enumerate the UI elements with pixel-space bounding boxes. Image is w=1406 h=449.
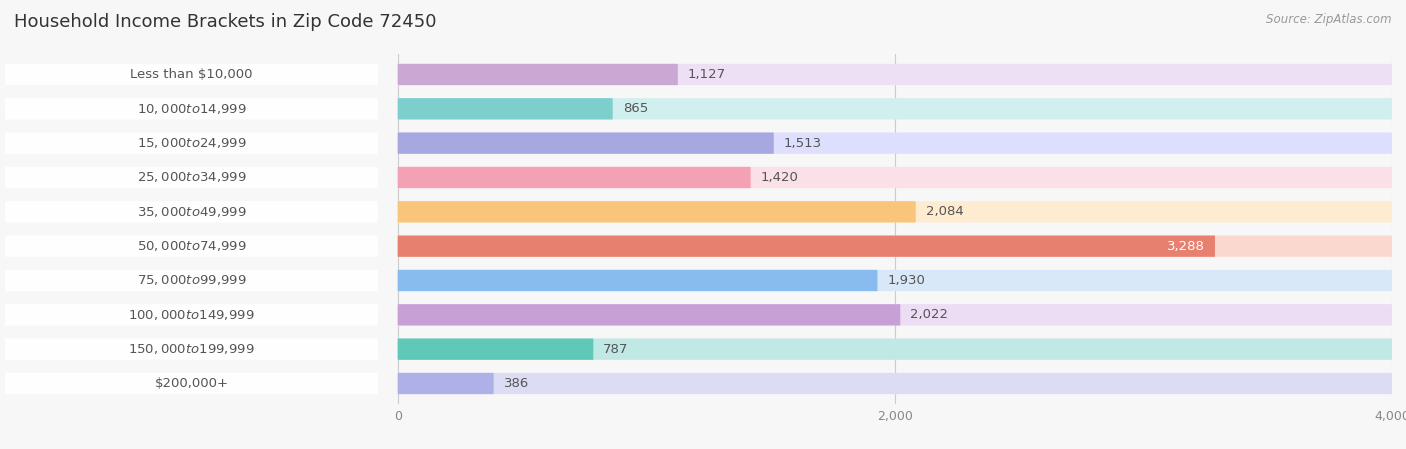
FancyBboxPatch shape: [398, 270, 877, 291]
FancyBboxPatch shape: [398, 339, 593, 360]
FancyBboxPatch shape: [6, 167, 378, 188]
FancyBboxPatch shape: [6, 373, 378, 394]
FancyBboxPatch shape: [6, 339, 378, 360]
Text: $35,000 to $49,999: $35,000 to $49,999: [136, 205, 246, 219]
FancyBboxPatch shape: [398, 373, 494, 394]
FancyBboxPatch shape: [398, 132, 1392, 154]
Text: Household Income Brackets in Zip Code 72450: Household Income Brackets in Zip Code 72…: [14, 13, 436, 31]
FancyBboxPatch shape: [398, 304, 1392, 326]
Text: 386: 386: [503, 377, 529, 390]
FancyBboxPatch shape: [6, 132, 378, 154]
FancyBboxPatch shape: [398, 64, 1392, 85]
FancyBboxPatch shape: [398, 201, 1392, 222]
FancyBboxPatch shape: [6, 304, 378, 326]
Text: 1,930: 1,930: [887, 274, 925, 287]
FancyBboxPatch shape: [398, 304, 900, 326]
FancyBboxPatch shape: [398, 167, 1392, 188]
FancyBboxPatch shape: [398, 132, 773, 154]
FancyBboxPatch shape: [6, 270, 378, 291]
Text: 1,513: 1,513: [783, 136, 823, 150]
Text: 2,022: 2,022: [910, 308, 948, 321]
FancyBboxPatch shape: [398, 98, 613, 119]
FancyBboxPatch shape: [398, 236, 1392, 257]
Text: $200,000+: $200,000+: [155, 377, 228, 390]
Text: 865: 865: [623, 102, 648, 115]
FancyBboxPatch shape: [6, 236, 378, 257]
FancyBboxPatch shape: [398, 270, 1392, 291]
Text: $15,000 to $24,999: $15,000 to $24,999: [136, 136, 246, 150]
Text: $100,000 to $149,999: $100,000 to $149,999: [128, 308, 254, 322]
FancyBboxPatch shape: [398, 339, 1392, 360]
Text: $10,000 to $14,999: $10,000 to $14,999: [136, 102, 246, 116]
Text: Less than $10,000: Less than $10,000: [131, 68, 253, 81]
Text: Source: ZipAtlas.com: Source: ZipAtlas.com: [1267, 13, 1392, 26]
FancyBboxPatch shape: [398, 64, 678, 85]
FancyBboxPatch shape: [398, 98, 1392, 119]
Text: $25,000 to $34,999: $25,000 to $34,999: [136, 171, 246, 185]
Text: 787: 787: [603, 343, 628, 356]
FancyBboxPatch shape: [6, 64, 378, 85]
FancyBboxPatch shape: [6, 201, 378, 222]
Text: 1,420: 1,420: [761, 171, 799, 184]
FancyBboxPatch shape: [398, 167, 751, 188]
Text: $150,000 to $199,999: $150,000 to $199,999: [128, 342, 254, 356]
Text: 3,288: 3,288: [1167, 240, 1205, 253]
FancyBboxPatch shape: [398, 236, 1215, 257]
FancyBboxPatch shape: [398, 373, 1392, 394]
Text: 1,127: 1,127: [688, 68, 725, 81]
Text: 2,084: 2,084: [925, 205, 963, 218]
FancyBboxPatch shape: [6, 98, 378, 119]
Text: $50,000 to $74,999: $50,000 to $74,999: [136, 239, 246, 253]
Text: $75,000 to $99,999: $75,000 to $99,999: [136, 273, 246, 287]
FancyBboxPatch shape: [398, 201, 915, 222]
